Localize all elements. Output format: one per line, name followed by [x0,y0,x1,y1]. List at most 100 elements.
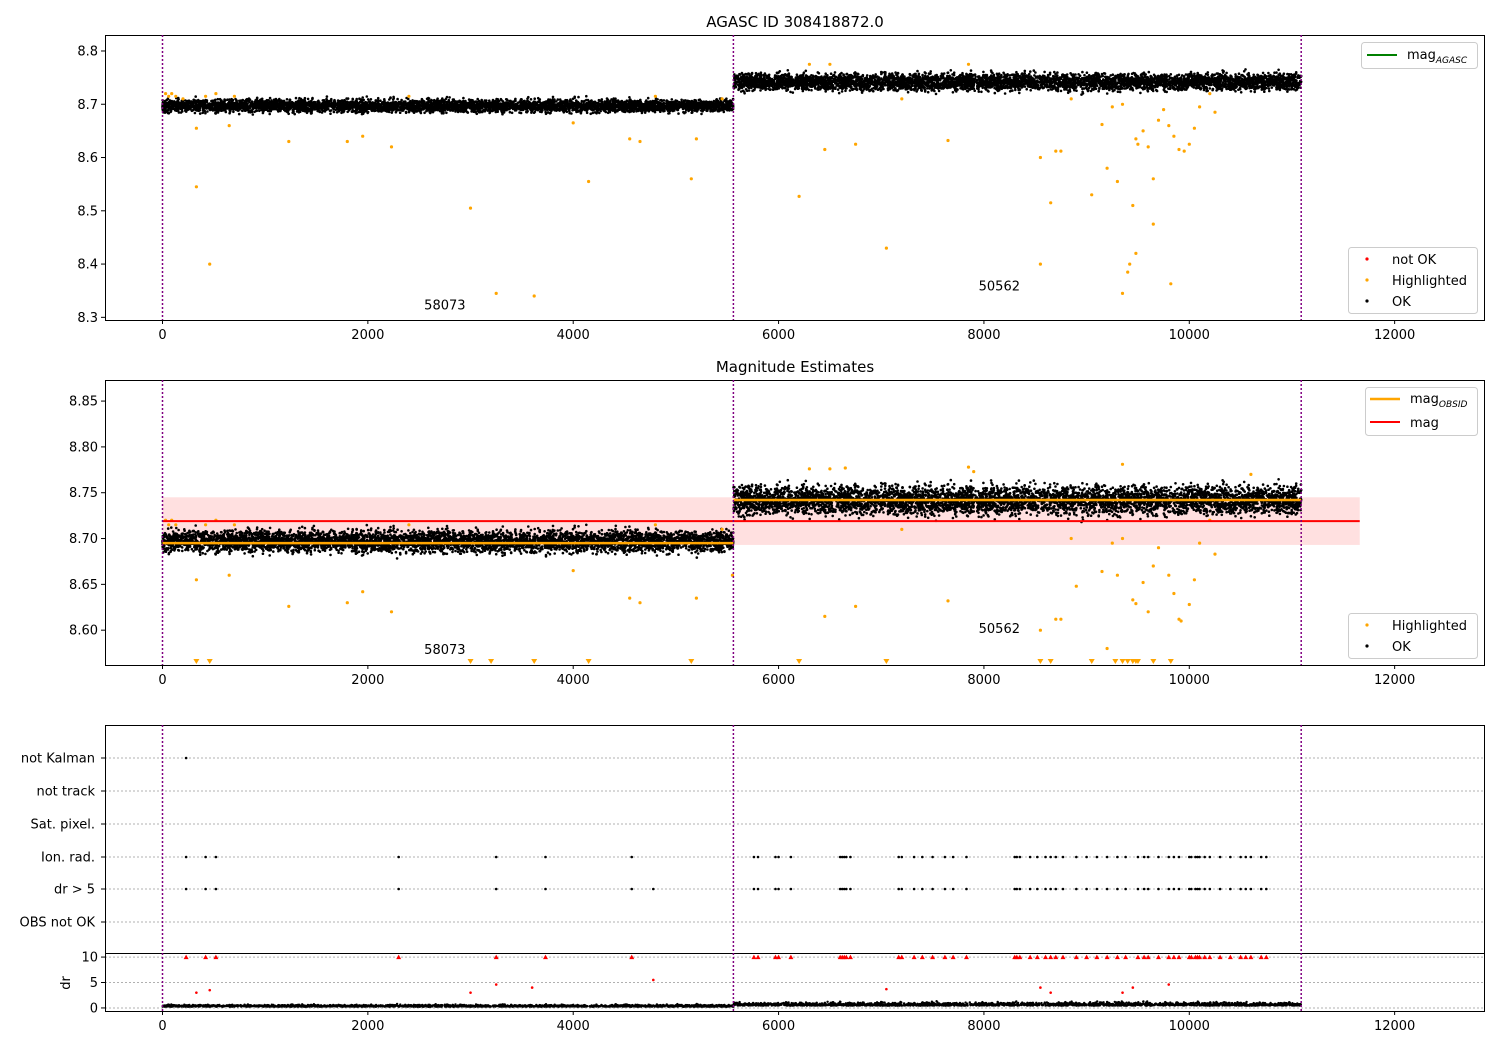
ok-point [420,99,424,103]
ok-point [316,102,320,105]
ok-point [570,99,573,103]
ok-point [196,107,199,111]
ok-point [561,106,564,110]
ok-point [370,109,374,113]
ok-point [293,107,297,110]
ok-point [599,107,603,110]
ok-point [701,100,705,104]
ok-point [700,112,703,116]
ok-point [254,103,258,106]
ok-point [618,103,621,106]
ok-point [343,107,346,110]
ok-point [235,103,238,107]
ok-point [213,107,217,110]
ok-point [616,109,619,113]
ok-point [409,99,412,103]
ok-point [656,106,660,109]
ok-point [358,104,362,108]
ok-point [206,110,209,113]
ok-point [401,104,405,108]
ok-point [471,105,475,108]
ok-point [198,112,202,115]
ok-point [713,105,717,109]
ok-point [174,103,177,106]
ok-point [374,99,378,102]
ok-point [644,100,647,104]
ok-point [624,104,627,108]
ok-point [334,105,337,108]
ok-point [430,99,433,102]
ok-point [717,104,721,108]
ok-point [243,109,247,112]
ok-point [250,100,254,103]
ok-point [354,106,358,109]
ok-point [525,107,529,111]
ok-point [436,97,439,100]
ok-point [243,102,246,106]
ok-point [261,99,264,103]
ok-point [204,111,207,115]
ok-point [659,99,662,102]
ok-point [533,110,537,113]
ok-point [371,104,375,107]
ok-point [188,106,192,109]
ok-point [586,102,589,105]
ok-point [445,111,448,115]
ok-point [589,102,592,106]
ok-point [290,101,294,104]
ok-point [247,107,250,110]
ok-point [704,100,707,104]
ok-point [328,99,331,103]
ok-point [570,112,573,115]
ok-point [429,108,433,112]
ok-point [490,104,493,107]
ok-point [413,101,416,105]
ok-point [483,110,487,113]
ok-point [530,102,533,106]
ok-point [181,110,184,113]
ok-point [645,106,648,109]
ok-point [676,108,679,112]
ok-point [583,103,586,106]
ok-point [689,100,693,104]
ok-point [332,110,336,114]
ok-point [346,106,350,110]
ok-point [213,99,217,103]
ok-point [188,100,191,104]
ok-point [193,111,197,115]
ok-point [531,108,534,112]
ok-point [312,105,315,108]
ok-point [685,102,689,106]
ok-point [587,106,591,110]
ok-point [397,102,401,106]
ok-point [720,102,723,105]
ok-point [235,99,238,102]
ok-point [350,110,354,113]
ok-point [326,107,330,111]
ok-point [342,102,345,105]
ok-point [205,106,208,110]
ok-point [646,96,650,100]
ok-point [235,107,238,111]
ok-point [462,96,465,100]
ok-point [282,101,285,105]
ok-point [729,100,732,103]
ok-point [506,99,509,102]
ok-point [512,100,516,103]
ok-point [724,107,727,111]
ok-point [395,107,399,110]
ok-point [325,97,328,101]
ok-point [504,103,508,106]
ok-point [492,101,496,105]
ok-point [705,109,708,112]
ok-point [693,103,696,106]
ok-point [309,110,313,114]
ok-point [169,110,172,114]
ok-point [392,95,395,99]
ok-point [475,103,478,106]
ok-point [318,110,322,114]
ok-point [575,109,578,113]
ok-point [239,105,242,108]
ok-point [481,110,484,114]
ok-point [585,94,588,98]
